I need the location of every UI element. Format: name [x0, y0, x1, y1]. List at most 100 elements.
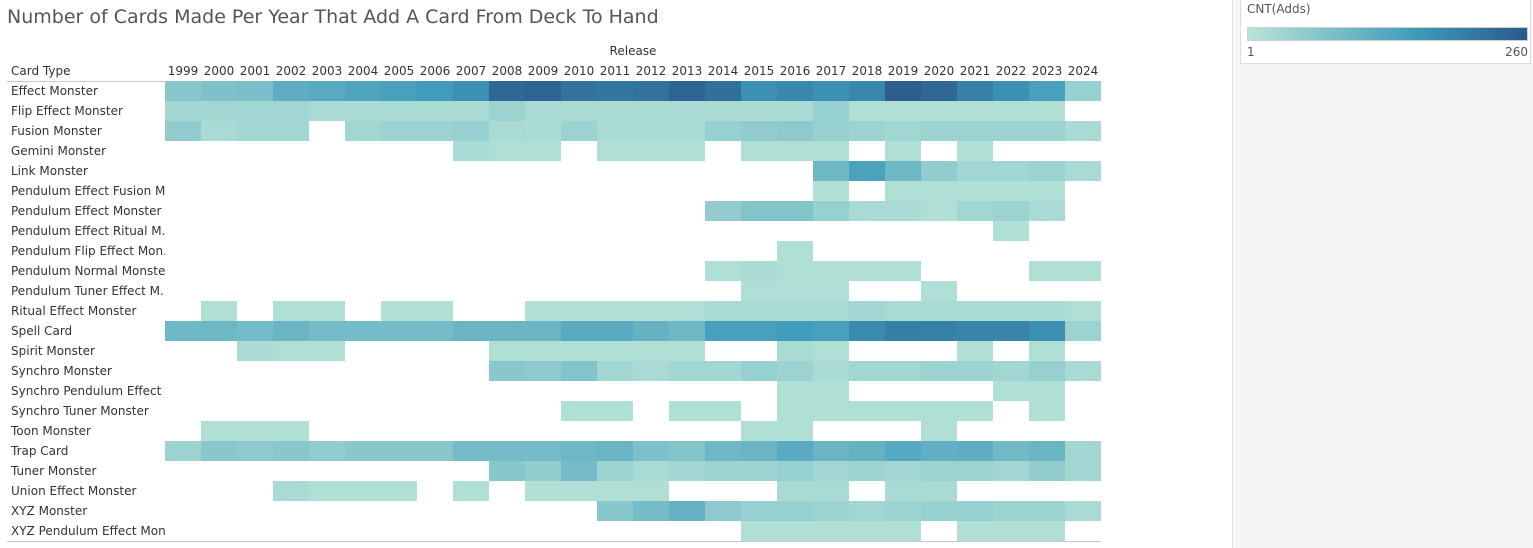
heatmap-cell[interactable] — [381, 301, 417, 321]
heatmap-cell[interactable] — [597, 461, 633, 481]
heatmap-cell[interactable] — [957, 461, 993, 481]
heatmap-cell[interactable] — [597, 501, 633, 521]
heatmap-cell[interactable] — [813, 521, 849, 541]
heatmap-cell[interactable] — [957, 501, 993, 521]
heatmap-cell[interactable] — [561, 121, 597, 141]
heatmap-cell[interactable] — [561, 301, 597, 321]
heatmap-cell[interactable] — [633, 101, 669, 121]
heatmap-cell[interactable] — [885, 101, 921, 121]
heatmap-cell[interactable] — [921, 121, 957, 141]
heatmap-cell[interactable] — [993, 201, 1029, 221]
heatmap-cell[interactable] — [273, 481, 309, 501]
heatmap-cell[interactable] — [885, 261, 921, 281]
heatmap-cell[interactable] — [633, 301, 669, 321]
heatmap-cell[interactable] — [669, 341, 705, 361]
heatmap-cell[interactable] — [1029, 301, 1065, 321]
heatmap-cell[interactable] — [741, 361, 777, 381]
heatmap-cell[interactable] — [597, 141, 633, 161]
heatmap-cell[interactable] — [237, 81, 273, 101]
heatmap-cell[interactable] — [597, 301, 633, 321]
heatmap-cell[interactable] — [417, 81, 453, 101]
heatmap-cell[interactable] — [885, 201, 921, 221]
heatmap-cell[interactable] — [237, 101, 273, 121]
heatmap-cell[interactable] — [633, 501, 669, 521]
heatmap-cell[interactable] — [1065, 361, 1101, 381]
heatmap-cell[interactable] — [1065, 161, 1101, 181]
heatmap-cell[interactable] — [1029, 341, 1065, 361]
heatmap-cell[interactable] — [309, 341, 345, 361]
heatmap-cell[interactable] — [669, 441, 705, 461]
heatmap-cell[interactable] — [705, 461, 741, 481]
heatmap-cell[interactable] — [993, 521, 1029, 541]
heatmap-cell[interactable] — [561, 81, 597, 101]
heatmap-cell[interactable] — [777, 401, 813, 421]
heatmap-cell[interactable] — [921, 321, 957, 341]
heatmap-cell[interactable] — [849, 301, 885, 321]
heatmap-cell[interactable] — [669, 401, 705, 421]
heatmap-cell[interactable] — [885, 161, 921, 181]
heatmap-cell[interactable] — [777, 361, 813, 381]
heatmap-cell[interactable] — [849, 521, 885, 541]
heatmap-cell[interactable] — [849, 501, 885, 521]
heatmap-cell[interactable] — [921, 181, 957, 201]
heatmap-cell[interactable] — [813, 81, 849, 101]
heatmap-cell[interactable] — [885, 141, 921, 161]
heatmap-cell[interactable] — [1029, 81, 1065, 101]
heatmap-cell[interactable] — [921, 401, 957, 421]
heatmap-cell[interactable] — [957, 181, 993, 201]
heatmap-cell[interactable] — [1029, 321, 1065, 341]
heatmap-cell[interactable] — [741, 201, 777, 221]
heatmap-cell[interactable] — [309, 101, 345, 121]
heatmap-cell[interactable] — [669, 101, 705, 121]
heatmap-grid[interactable] — [165, 81, 1101, 541]
heatmap-cell[interactable] — [849, 161, 885, 181]
heatmap-cell[interactable] — [273, 301, 309, 321]
heatmap-cell[interactable] — [849, 81, 885, 101]
heatmap-cell[interactable] — [633, 121, 669, 141]
heatmap-cell[interactable] — [273, 81, 309, 101]
heatmap-cell[interactable] — [705, 441, 741, 461]
heatmap-cell[interactable] — [345, 481, 381, 501]
heatmap-cell[interactable] — [741, 121, 777, 141]
heatmap-cell[interactable] — [813, 461, 849, 481]
heatmap-cell[interactable] — [453, 481, 489, 501]
heatmap-cell[interactable] — [741, 501, 777, 521]
heatmap-cell[interactable] — [813, 281, 849, 301]
heatmap-cell[interactable] — [561, 101, 597, 121]
heatmap-cell[interactable] — [201, 301, 237, 321]
heatmap-cell[interactable] — [1065, 301, 1101, 321]
heatmap-cell[interactable] — [669, 121, 705, 141]
heatmap-cell[interactable] — [597, 121, 633, 141]
heatmap-cell[interactable] — [849, 441, 885, 461]
heatmap-cell[interactable] — [345, 121, 381, 141]
heatmap-cell[interactable] — [561, 401, 597, 421]
heatmap-cell[interactable] — [957, 521, 993, 541]
heatmap-cell[interactable] — [309, 481, 345, 501]
heatmap-cell[interactable] — [453, 321, 489, 341]
heatmap-cell[interactable] — [525, 481, 561, 501]
heatmap-cell[interactable] — [273, 101, 309, 121]
heatmap-cell[interactable] — [849, 201, 885, 221]
heatmap-cell[interactable] — [813, 301, 849, 321]
heatmap-cell[interactable] — [813, 501, 849, 521]
heatmap-cell[interactable] — [345, 101, 381, 121]
heatmap-cell[interactable] — [561, 441, 597, 461]
heatmap-cell[interactable] — [489, 441, 525, 461]
heatmap-cell[interactable] — [957, 321, 993, 341]
heatmap-cell[interactable] — [201, 101, 237, 121]
heatmap-cell[interactable] — [777, 441, 813, 461]
heatmap-cell[interactable] — [633, 81, 669, 101]
heatmap-cell[interactable] — [633, 321, 669, 341]
heatmap-cell[interactable] — [741, 421, 777, 441]
heatmap-cell[interactable] — [309, 81, 345, 101]
heatmap-cell[interactable] — [705, 121, 741, 141]
heatmap-cell[interactable] — [885, 501, 921, 521]
heatmap-cell[interactable] — [273, 441, 309, 461]
heatmap-cell[interactable] — [849, 101, 885, 121]
heatmap-cell[interactable] — [525, 341, 561, 361]
heatmap-cell[interactable] — [993, 81, 1029, 101]
heatmap-cell[interactable] — [669, 361, 705, 381]
heatmap-cell[interactable] — [309, 321, 345, 341]
heatmap-cell[interactable] — [597, 441, 633, 461]
heatmap-cell[interactable] — [813, 341, 849, 361]
